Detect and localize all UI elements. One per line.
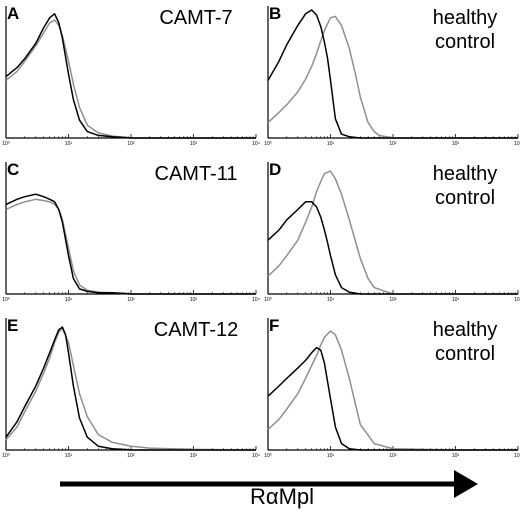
tick-label: 10³: [190, 297, 198, 303]
tick-label: 10³: [452, 453, 460, 459]
sample-label: CAMT-11: [155, 163, 238, 185]
tick-label: 10²: [127, 453, 135, 459]
tick-label: 10²: [389, 453, 397, 459]
sample-label: healthy: [433, 7, 498, 29]
tick-label: 10⁴: [514, 297, 520, 303]
panel-letter: F: [269, 316, 279, 335]
tick-label: 10¹: [65, 453, 73, 459]
control-trace: [5, 13, 256, 139]
control-trace: [267, 201, 518, 295]
sample-label: CAMT-12: [154, 319, 238, 341]
tick-label: 10³: [452, 297, 460, 303]
tick-label: 10¹: [65, 297, 73, 303]
panel-letter: B: [269, 4, 281, 23]
panel-e: 10⁰ 10¹ 10² 10³ 10⁴ E CAMT-12: [2, 316, 260, 459]
tick-label: 10²: [389, 141, 397, 147]
panel-letter: C: [7, 160, 19, 179]
tick-label: 10⁰: [2, 141, 10, 147]
tick-label: 10⁰: [2, 297, 10, 303]
sample-label: healthy: [433, 319, 498, 341]
sample-label: CAMT-7: [159, 7, 232, 29]
tick-label: 10²: [389, 297, 397, 303]
sample-label: control: [435, 343, 495, 365]
antibody-trace: [267, 330, 518, 451]
control-trace: [267, 346, 518, 451]
antibody-trace: [267, 170, 518, 295]
tick-label: 10⁴: [252, 297, 260, 303]
sample-label: control: [435, 187, 495, 209]
panel-a: 10⁰ 10¹ 10² 10³ 10⁴ A CAMT-7: [2, 4, 260, 147]
panel-c: 10⁰ 10¹ 10² 10³ 10⁴ C CAMT-11: [2, 160, 260, 303]
x-axis-label: RαMpl: [250, 484, 315, 509]
tick-label: 10⁴: [514, 453, 520, 459]
tick-label: 10⁰: [264, 453, 272, 459]
tick-label: 10⁴: [514, 141, 520, 147]
tick-label: 10¹: [327, 141, 335, 147]
sample-label: control: [435, 31, 495, 53]
tick-label: 10²: [127, 297, 135, 303]
tick-label: 10²: [127, 141, 135, 147]
tick-label: 10⁰: [264, 297, 272, 303]
sample-label: healthy: [433, 163, 498, 185]
panel-letter: D: [269, 160, 281, 179]
antibody-trace: [5, 327, 257, 451]
control-trace: [5, 193, 256, 295]
tick-label: 10¹: [327, 453, 335, 459]
tick-label: 10³: [190, 141, 198, 147]
tick-label: 10⁰: [264, 141, 272, 147]
tick-label: 10⁴: [252, 453, 260, 459]
antibody-trace: [267, 15, 518, 139]
tick-label: 10¹: [65, 141, 73, 147]
tick-label: 10³: [452, 141, 460, 147]
control-trace: [5, 326, 256, 451]
tick-label: 10⁴: [252, 141, 260, 147]
control-trace: [267, 9, 518, 139]
tick-label: 10¹: [327, 297, 335, 303]
panel-letter: A: [7, 4, 19, 23]
tick-label: 10⁰: [2, 453, 10, 459]
tick-label: 10³: [190, 453, 198, 459]
panel-letter: E: [7, 316, 18, 335]
